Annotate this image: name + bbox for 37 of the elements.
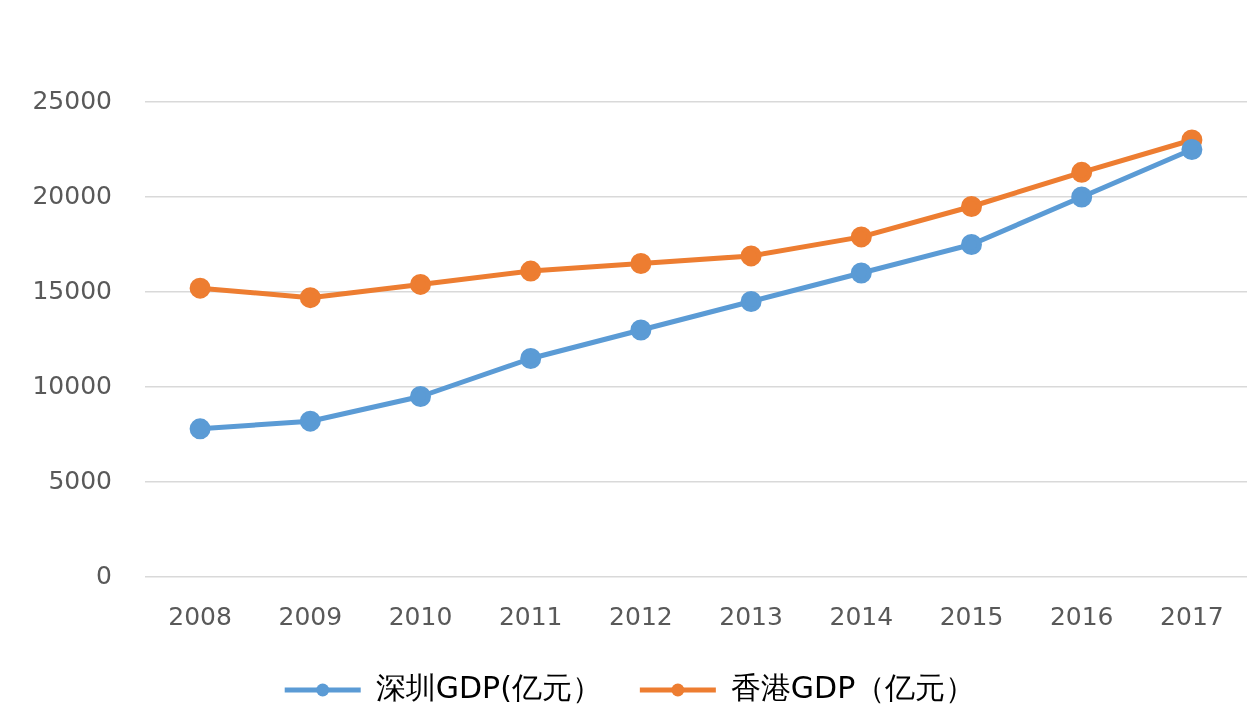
x-tick-label: 2014	[829, 601, 894, 631]
legend-label: 香港GDP（亿元）	[730, 669, 976, 705]
legend-label: 深圳GDP(亿元）	[375, 669, 602, 705]
x-tick-label: 2008	[168, 601, 232, 631]
y-tick-label: 5000	[48, 465, 112, 495]
point	[850, 262, 872, 284]
point	[410, 386, 431, 407]
point	[1071, 186, 1093, 208]
point	[961, 196, 982, 217]
point	[410, 273, 431, 295]
point	[630, 253, 652, 274]
x-tick-label: 2009	[278, 601, 343, 631]
point	[189, 418, 211, 440]
y-tick-label: 10000	[32, 370, 112, 400]
x-tick-label: 2011	[498, 601, 563, 631]
y-tick-label: 0	[96, 560, 112, 590]
point	[299, 410, 321, 432]
x-tick-label: 2010	[388, 601, 453, 631]
x-tick-label: 2016	[1049, 601, 1114, 631]
point	[1181, 139, 1203, 160]
point	[189, 277, 211, 299]
point	[299, 287, 321, 309]
x-tick-label: 2015	[939, 601, 1004, 631]
y-tick-label: 25000	[32, 85, 112, 115]
point	[520, 348, 542, 369]
point	[630, 319, 652, 341]
point	[520, 260, 542, 282]
x-tick-label: 2017	[1160, 601, 1224, 631]
point	[740, 291, 762, 312]
x-tick-label: 2012	[609, 601, 673, 631]
x-tick-label: 2013	[719, 601, 783, 631]
point	[1071, 161, 1093, 183]
point	[961, 234, 982, 255]
point	[740, 245, 762, 267]
y-tick-label: 20000	[32, 180, 112, 210]
y-tick-label: 15000	[32, 275, 112, 305]
point	[850, 226, 872, 248]
